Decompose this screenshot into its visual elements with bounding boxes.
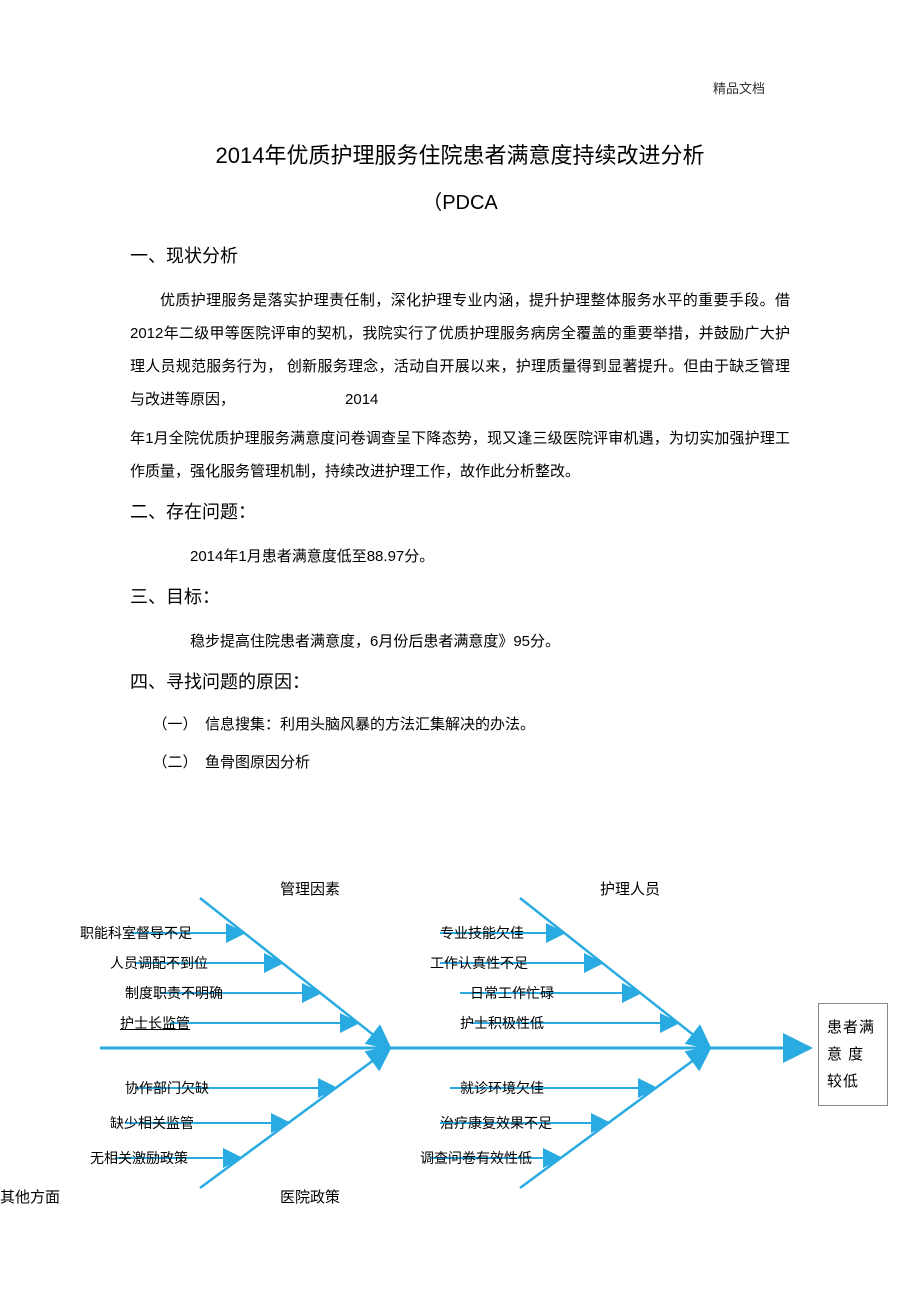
policy-c1: 协作部门欠缺 [125, 1078, 209, 1098]
section-3-body: 稳步提高住院患者满意度，6月份后患者满意度》95分。 [130, 625, 790, 658]
section-2-heading: 二、存在问题： [130, 498, 790, 524]
section-1-body2: 年1月全院优质护理服务满意度问卷调查呈下降态势，现又逢三级医院评审机遇，为切实加… [130, 422, 790, 488]
cat-other: 其他方面 [0, 1186, 60, 1207]
branch-mgmt [200, 898, 390, 1048]
section-4-heading: 四、寻找问题的原因： [130, 668, 790, 694]
cat-mgmt: 管理因素 [280, 878, 340, 899]
branch-policy [200, 1048, 390, 1188]
env-c3: 调查问卷有效性低 [420, 1148, 532, 1168]
nurse-c3: 日常工作忙碌 [470, 983, 554, 1003]
env-c2: 治疗康复效果不足 [440, 1113, 552, 1133]
page-subtitle: （PDCA [0, 186, 920, 215]
section-1-body: 优质护理服务是落实护理责任制，深化护理专业内涵，提升护理整体服务水平的重要手段。… [130, 284, 790, 416]
nurse-c1: 专业技能欠佳 [440, 923, 524, 943]
section-3-heading: 三、目标： [130, 583, 790, 609]
mgmt-c2: 人员调配不到位 [110, 953, 208, 973]
mgmt-c4: 护士长监管 [120, 1013, 190, 1033]
mgmt-c3: 制度职责不明确 [125, 983, 223, 1003]
cat-nurse: 护理人员 [600, 878, 660, 899]
section-4-item1: （一） 信息搜集：利用头脑风暴的方法汇集解决的办法。 [153, 710, 791, 740]
s1-year: 2014 [315, 383, 378, 416]
header-note: 精品文档 [713, 78, 765, 97]
content-body: 一、现状分析 优质护理服务是落实护理责任制，深化护理专业内涵，提升护理整体服务水… [130, 232, 790, 786]
policy-c3: 无相关激励政策 [90, 1148, 188, 1168]
nurse-c4: 护士积极性低 [460, 1013, 544, 1033]
nurse-c2: 工作认真性不足 [430, 953, 528, 973]
page-title: 2014年优质护理服务住院患者满意度持续改进分析 [0, 138, 920, 170]
cat-policy: 医院政策 [280, 1186, 340, 1207]
fishbone-diagram: 管理因素 护理人员 医院政策 其他方面 职能科室督导不足 人员调配不到位 制度职… [20, 878, 900, 1228]
fishbone-result: 患者满 意 度较低 [818, 1003, 888, 1106]
policy-c2: 缺少相关监管 [110, 1113, 194, 1133]
mgmt-c1: 职能科室督导不足 [80, 923, 192, 943]
s1-text-a: 优质护理服务是落实护理责任制，深化护理专业内涵，提升护理整体服务水平的重要手段。… [130, 292, 790, 408]
section-4-item2: （二） 鱼骨图原因分析 [153, 748, 791, 778]
section-1-heading: 一、现状分析 [130, 242, 790, 268]
env-c1: 就诊环境欠佳 [460, 1078, 544, 1098]
section-2-body: 2014年1月患者满意度低至88.97分。 [130, 540, 790, 573]
branch-nurse [520, 898, 710, 1048]
